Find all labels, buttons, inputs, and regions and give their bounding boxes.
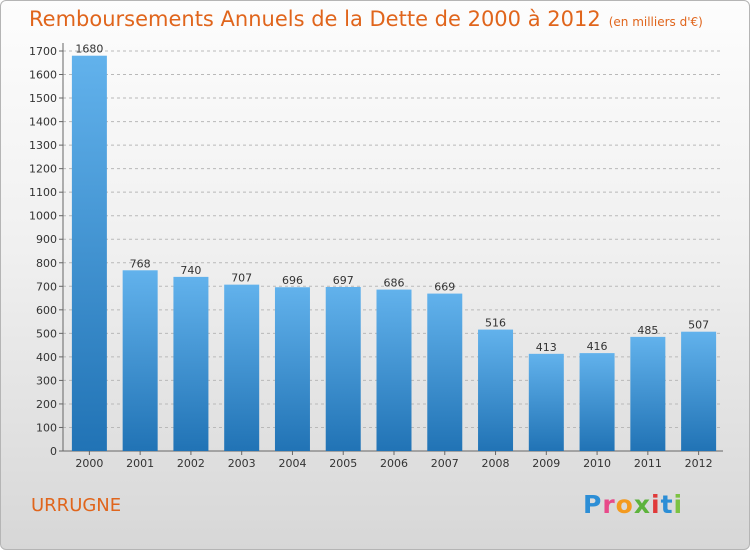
logo-letter: i — [673, 490, 684, 519]
bar-2007 — [427, 293, 463, 451]
x-tick-label: 2005 — [329, 457, 357, 470]
data-label: 707 — [231, 272, 252, 285]
proxiti-logo: Proxiti — [583, 490, 683, 519]
x-tick-label: 2012 — [685, 457, 713, 470]
x-tick-label: 2001 — [126, 457, 154, 470]
bar-2009 — [528, 353, 564, 451]
data-label: 696 — [282, 274, 303, 287]
y-tick-label: 1500 — [29, 92, 57, 105]
data-label: 416 — [587, 340, 608, 353]
y-tick-label: 800 — [36, 257, 57, 270]
data-label: 516 — [485, 317, 506, 330]
bar-2004 — [274, 287, 310, 451]
y-tick-label: 700 — [36, 280, 57, 293]
y-tick-label: 1400 — [29, 116, 57, 129]
y-tick-label: 1200 — [29, 163, 57, 176]
x-tick-label: 2010 — [583, 457, 611, 470]
bar-2001 — [122, 270, 158, 451]
bar-2003 — [224, 284, 260, 451]
logo-letter: i — [651, 490, 661, 519]
logo-letter: t — [660, 490, 674, 519]
data-label: 740 — [180, 264, 201, 277]
x-tick-label: 2003 — [228, 457, 256, 470]
y-tick-label: 500 — [36, 327, 57, 340]
data-label: 1680 — [75, 43, 103, 56]
y-tick-label: 300 — [36, 374, 57, 387]
data-labels: 1680 768 740 707 696 697 686 669 516 413 416 485 507 — [75, 43, 709, 354]
title-text: Remboursements Annuels de la Dette de 20… — [29, 7, 601, 31]
data-label: 686 — [384, 277, 405, 290]
bar-2006 — [376, 289, 412, 451]
bar-2012 — [681, 331, 717, 451]
y-tick-label: 600 — [36, 304, 57, 317]
y-tick-label: 400 — [36, 351, 57, 364]
logo-letter: o — [615, 490, 634, 519]
x-tick-label: 2002 — [177, 457, 205, 470]
bar-2000 — [71, 55, 107, 452]
data-label: 669 — [434, 281, 455, 294]
data-label: 507 — [688, 319, 709, 332]
x-tick-label: 2000 — [75, 457, 103, 470]
x-tick-label: 2008 — [482, 457, 510, 470]
commune-name: URRUGNE — [31, 495, 122, 516]
y-tick-label: 1700 — [29, 45, 57, 58]
x-tick-label: 2007 — [431, 457, 459, 470]
data-label: 768 — [130, 257, 151, 270]
logo-letter: x — [633, 490, 651, 519]
x-tick-label: 2009 — [532, 457, 560, 470]
chart-title: Remboursements Annuels de la Dette de 20… — [29, 7, 703, 31]
data-label: 413 — [536, 341, 557, 354]
data-label: 485 — [637, 324, 658, 337]
bar-2002 — [173, 276, 209, 451]
y-tick-label: 200 — [36, 398, 57, 411]
logo-letter: r — [602, 490, 616, 519]
y-tick-label: 1100 — [29, 186, 57, 199]
y-tick-label: 1600 — [29, 69, 57, 82]
y-tick-label: 1300 — [29, 139, 57, 152]
bars — [71, 55, 717, 452]
bar-2005 — [325, 287, 361, 451]
x-tick-label: 2011 — [634, 457, 662, 470]
bar-2008 — [478, 329, 514, 451]
y-tick-label: 100 — [36, 421, 57, 434]
bar-2011 — [630, 336, 666, 451]
y-tick-label: 900 — [36, 233, 57, 246]
logo-letter: P — [583, 490, 603, 519]
y-tick-label: 0 — [50, 445, 57, 458]
title-unit: (en milliers d'€) — [608, 15, 703, 29]
bar-2010 — [579, 353, 615, 451]
data-label: 697 — [333, 274, 354, 287]
x-tick-label: 2004 — [278, 457, 306, 470]
y-tick-label: 1000 — [29, 210, 57, 223]
x-tick-label: 2006 — [380, 457, 408, 470]
